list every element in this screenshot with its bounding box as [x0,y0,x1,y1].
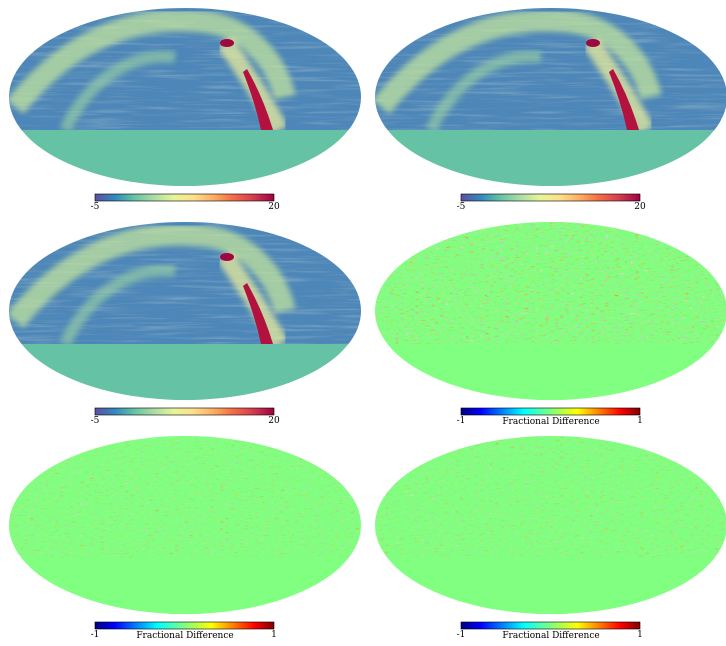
figure: -5 20 -5 20 -5 20 -1 1 Fractional Difference -1 1 F… [0,0,726,646]
map-noise [375,436,726,558]
colorbar-max-label: 1 [637,630,643,640]
colorbar [461,194,640,201]
colorbar-label: Fractional Difference [502,631,599,641]
colorbar-max-label: 1 [271,630,277,640]
colorbar-min-label: -5 [91,416,100,426]
colorbar-label: Fractional Difference [502,417,599,427]
colorbar [461,622,640,629]
masked-region [375,130,726,186]
sky-map [375,222,726,400]
colorbar [95,622,274,629]
sky-map [375,8,726,186]
colorbar-min-label: -1 [457,416,466,426]
colorbar-min-label: -5 [91,202,100,212]
colorbar-max-label: 20 [634,202,646,212]
colorbar-min-label: -1 [457,630,466,640]
sky-map [375,436,726,614]
map-noise [375,222,726,344]
colorbar [461,408,640,415]
colorbar [95,194,274,201]
sky-map [9,436,361,614]
hot-spot [586,39,600,47]
colorbar-max-label: 20 [268,202,280,212]
masked-region [375,558,726,614]
masked-region [9,130,361,186]
sky-map [9,8,361,186]
hot-spot [220,39,234,47]
masked-region [375,344,726,400]
masked-region [9,344,361,400]
colorbar-min-label: -5 [457,202,466,212]
colorbar-label: Fractional Difference [136,631,233,641]
colorbar-max-label: 1 [637,416,643,426]
map-noise [9,436,361,558]
colorbar-max-label: 20 [268,416,280,426]
colorbar [95,408,274,415]
hot-spot [220,253,234,261]
colorbar-min-label: -1 [91,630,100,640]
masked-region [9,558,361,614]
sky-map [9,222,361,400]
